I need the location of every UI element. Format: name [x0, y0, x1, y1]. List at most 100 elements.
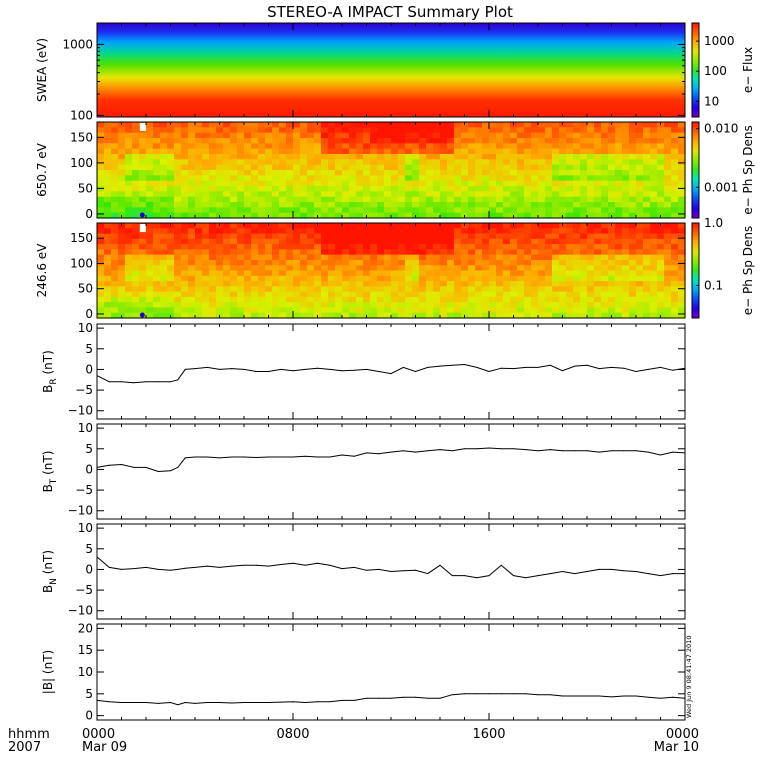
series-point [598, 451, 600, 453]
panel-frame [96, 423, 686, 520]
series-point [513, 693, 514, 695]
series-point [660, 697, 661, 699]
series-point [451, 364, 453, 366]
y-tick-label: 50 [78, 181, 93, 195]
x-tick-label: 0000 [666, 727, 699, 742]
x-corner-label-hhmm: hhmm [8, 727, 50, 742]
y-tick-label: −10 [68, 404, 93, 418]
series-point [317, 562, 318, 564]
series-point [378, 371, 380, 372]
series-point [341, 568, 343, 570]
series-point [255, 702, 257, 703]
series-point [157, 568, 159, 570]
series-point [304, 564, 306, 566]
series-point [451, 450, 453, 452]
series-point [243, 564, 245, 566]
series-point [500, 448, 502, 450]
series-point [513, 575, 514, 577]
series-point [549, 449, 551, 451]
series-point [243, 456, 245, 458]
series-point [170, 470, 171, 472]
panel-6: −10 −5 0 5 10 BN (nT) [41, 521, 686, 620]
series-point [500, 367, 502, 369]
series-point [549, 364, 551, 366]
series-point [574, 573, 576, 575]
colorbar-tick-label: 0.010 [704, 122, 738, 136]
panel-2: 0.001 0.010 e− Ph Sp Dens 0 50 100 150 650.7 eV [35, 121, 755, 221]
series-point [353, 369, 355, 371]
y-tick-label: 5 [85, 342, 93, 356]
series-point [635, 571, 637, 572]
series-point [108, 566, 110, 568]
series-point [121, 702, 122, 703]
series-point [439, 449, 441, 451]
series-point [206, 456, 208, 458]
panel-7: 0 5 10 15 20 |B| (nT) [41, 621, 686, 723]
y-tick-label: 1000 [62, 37, 93, 51]
panel-frame [96, 323, 686, 420]
colorbar-label: e− Ph Sp Dens [741, 226, 755, 315]
series-point [268, 565, 269, 567]
series-point [586, 695, 588, 697]
series-point [133, 568, 135, 570]
series-point [635, 371, 637, 372]
series-point [562, 450, 563, 452]
series-point [574, 695, 576, 697]
series-point [635, 695, 637, 697]
series-point [537, 366, 539, 368]
series-point [133, 382, 135, 384]
series-point [672, 696, 674, 698]
y-tick-label: 50 [78, 282, 93, 296]
y-tick-label: 100 [70, 256, 93, 270]
series-point [525, 449, 527, 451]
series-point [623, 570, 625, 572]
series-point [402, 450, 404, 452]
colorbar-tick-label: 100 [704, 64, 727, 78]
series-point [157, 702, 159, 704]
series-point [219, 368, 220, 370]
series-point [255, 457, 257, 458]
data-gap [139, 123, 146, 131]
y-tick-label: 150 [70, 231, 93, 245]
series-point [525, 693, 527, 695]
y-axis-label: SWEA (eV) [35, 38, 49, 102]
series-point [378, 697, 380, 699]
series-point [402, 696, 404, 698]
series-point [464, 575, 465, 577]
series-point [390, 451, 392, 453]
series-point [598, 568, 600, 570]
series-point [145, 381, 147, 383]
series-point [255, 564, 257, 566]
series-point [660, 454, 661, 456]
series-point [206, 702, 208, 703]
series-point [177, 568, 179, 570]
series-point [672, 573, 674, 575]
series-point [415, 371, 416, 372]
y-tick-label: 15 [78, 643, 93, 657]
y-tick-label: 150 [70, 130, 93, 144]
series-point [488, 447, 490, 449]
series-point [623, 450, 625, 452]
series-point [598, 695, 600, 697]
series-point [243, 368, 245, 370]
series-point [194, 456, 196, 458]
y-tick-label: 10 [78, 321, 93, 335]
series-point [341, 454, 343, 456]
series-point [170, 702, 171, 703]
series-point [194, 702, 196, 704]
series-point [427, 366, 429, 368]
series-point [562, 370, 563, 372]
y-tick-label: 100 [70, 108, 93, 122]
series-point [415, 696, 416, 698]
series-point [574, 365, 576, 367]
series-point [537, 450, 539, 452]
series-point [341, 370, 343, 372]
series-point [219, 566, 220, 568]
panel-5: −10 −5 0 5 10 BT (nT) [41, 421, 686, 520]
low-density-spot [139, 212, 145, 218]
y-axis-label: BR (nT) [41, 350, 59, 393]
y-tick-label: −10 [68, 504, 93, 518]
series-point [268, 371, 269, 372]
plot-title: STEREO-A IMPACT Summary Plot [267, 3, 513, 21]
